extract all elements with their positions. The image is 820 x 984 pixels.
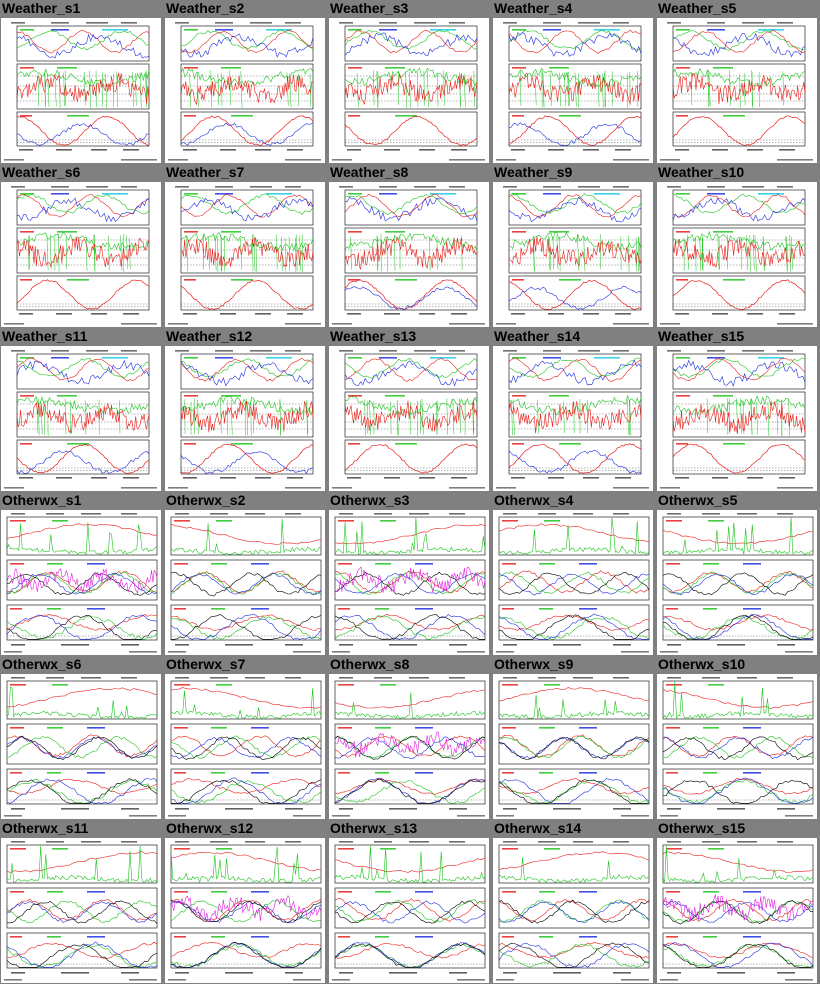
station-plot-thumbnail[interactable] — [1, 838, 161, 983]
station-cell: Otherwx_s3 — [328, 492, 492, 656]
station-label[interactable]: Otherwx_s9 — [494, 656, 574, 672]
station-plot-thumbnail[interactable] — [493, 838, 653, 983]
station-cell: Otherwx_s15 — [656, 820, 820, 984]
station-cell: Weather_s10 — [656, 164, 820, 328]
station-cell: Otherwx_s13 — [328, 820, 492, 984]
station-plot-thumbnail[interactable] — [657, 182, 817, 327]
station-cell: Weather_s1 — [0, 0, 164, 164]
station-cell: Weather_s11 — [0, 328, 164, 492]
station-label[interactable]: Weather_s15 — [658, 328, 745, 344]
station-label[interactable]: Otherwx_s1 — [2, 492, 82, 508]
station-plot-thumbnail[interactable] — [165, 18, 325, 163]
station-cell: Weather_s8 — [328, 164, 492, 328]
station-cell: Weather_s13 — [328, 328, 492, 492]
station-label[interactable]: Weather_s10 — [658, 164, 745, 180]
station-label[interactable]: Otherwx_s10 — [658, 656, 746, 672]
station-plot-thumbnail[interactable] — [657, 346, 817, 491]
station-label[interactable]: Otherwx_s7 — [166, 656, 246, 672]
station-plot-thumbnail[interactable] — [165, 838, 325, 983]
station-label[interactable]: Weather_s5 — [658, 0, 737, 16]
station-label[interactable]: Weather_s6 — [2, 164, 81, 180]
station-plot-thumbnail[interactable] — [657, 838, 817, 983]
station-plot-thumbnail[interactable] — [165, 182, 325, 327]
station-label[interactable]: Otherwx_s2 — [166, 492, 246, 508]
station-plot-thumbnail[interactable] — [165, 674, 325, 819]
station-cell: Weather_s3 — [328, 0, 492, 164]
station-cell: Otherwx_s14 — [492, 820, 656, 984]
station-label[interactable]: Weather_s12 — [166, 328, 253, 344]
station-label[interactable]: Otherwx_s11 — [2, 820, 89, 836]
station-plot-thumbnail[interactable] — [1, 182, 161, 327]
station-label[interactable]: Otherwx_s12 — [166, 820, 254, 836]
station-cell: Otherwx_s7 — [164, 656, 328, 820]
station-cell: Weather_s7 — [164, 164, 328, 328]
station-plot-thumbnail[interactable] — [657, 18, 817, 163]
station-label[interactable]: Weather_s8 — [330, 164, 409, 180]
station-cell: Otherwx_s9 — [492, 656, 656, 820]
station-plot-thumbnail[interactable] — [1, 674, 161, 819]
station-label[interactable]: Weather_s2 — [166, 0, 245, 16]
station-label[interactable]: Weather_s14 — [494, 328, 581, 344]
station-label[interactable]: Otherwx_s3 — [330, 492, 410, 508]
station-cell: Weather_s9 — [492, 164, 656, 328]
station-cell: Weather_s5 — [656, 0, 820, 164]
station-plot-thumbnail[interactable] — [329, 838, 489, 983]
station-plot-thumbnail[interactable] — [329, 346, 489, 491]
station-cell: Otherwx_s11 — [0, 820, 164, 984]
station-cell: Otherwx_s12 — [164, 820, 328, 984]
station-cell: Otherwx_s2 — [164, 492, 328, 656]
station-cell: Weather_s12 — [164, 328, 328, 492]
station-label[interactable]: Otherwx_s8 — [330, 656, 410, 672]
station-plot-thumbnail[interactable] — [493, 18, 653, 163]
station-label[interactable]: Weather_s1 — [2, 0, 81, 16]
station-cell: Weather_s4 — [492, 0, 656, 164]
station-label[interactable]: Weather_s7 — [166, 164, 245, 180]
station-plot-thumbnail[interactable] — [329, 674, 489, 819]
station-label[interactable]: Otherwx_s4 — [494, 492, 574, 508]
station-cell: Otherwx_s6 — [0, 656, 164, 820]
station-label[interactable]: Otherwx_s14 — [494, 820, 582, 836]
station-label[interactable]: Weather_s11 — [2, 328, 88, 344]
station-label[interactable]: Otherwx_s6 — [2, 656, 82, 672]
station-label[interactable]: Weather_s4 — [494, 0, 573, 16]
station-label[interactable]: Weather_s13 — [330, 328, 417, 344]
station-label[interactable]: Otherwx_s13 — [330, 820, 418, 836]
station-plot-thumbnail[interactable] — [1, 18, 161, 163]
station-cell: Weather_s14 — [492, 328, 656, 492]
station-plot-thumbnail[interactable] — [493, 346, 653, 491]
station-label[interactable]: Weather_s9 — [494, 164, 573, 180]
station-cell: Otherwx_s10 — [656, 656, 820, 820]
station-plot-thumbnail[interactable] — [165, 510, 325, 655]
station-cell: Weather_s15 — [656, 328, 820, 492]
station-plot-thumbnail[interactable] — [329, 182, 489, 327]
station-plot-thumbnail[interactable] — [165, 346, 325, 491]
station-plot-thumbnail[interactable] — [493, 182, 653, 327]
station-plot-thumbnail[interactable] — [329, 510, 489, 655]
station-plot-thumbnail[interactable] — [1, 510, 161, 655]
station-plot-thumbnail[interactable] — [493, 510, 653, 655]
station-cell: Otherwx_s5 — [656, 492, 820, 656]
station-plot-thumbnail[interactable] — [1, 346, 161, 491]
station-plot-thumbnail[interactable] — [329, 18, 489, 163]
station-label[interactable]: Otherwx_s15 — [658, 820, 746, 836]
station-plot-thumbnail[interactable] — [657, 674, 817, 819]
station-cell: Otherwx_s8 — [328, 656, 492, 820]
station-label[interactable]: Otherwx_s5 — [658, 492, 738, 508]
station-plot-thumbnail[interactable] — [657, 510, 817, 655]
station-cell: Otherwx_s1 — [0, 492, 164, 656]
station-cell: Otherwx_s4 — [492, 492, 656, 656]
station-cell: Weather_s6 — [0, 164, 164, 328]
station-cell: Weather_s2 — [164, 0, 328, 164]
station-label[interactable]: Weather_s3 — [330, 0, 409, 16]
station-plot-thumbnail[interactable] — [493, 674, 653, 819]
